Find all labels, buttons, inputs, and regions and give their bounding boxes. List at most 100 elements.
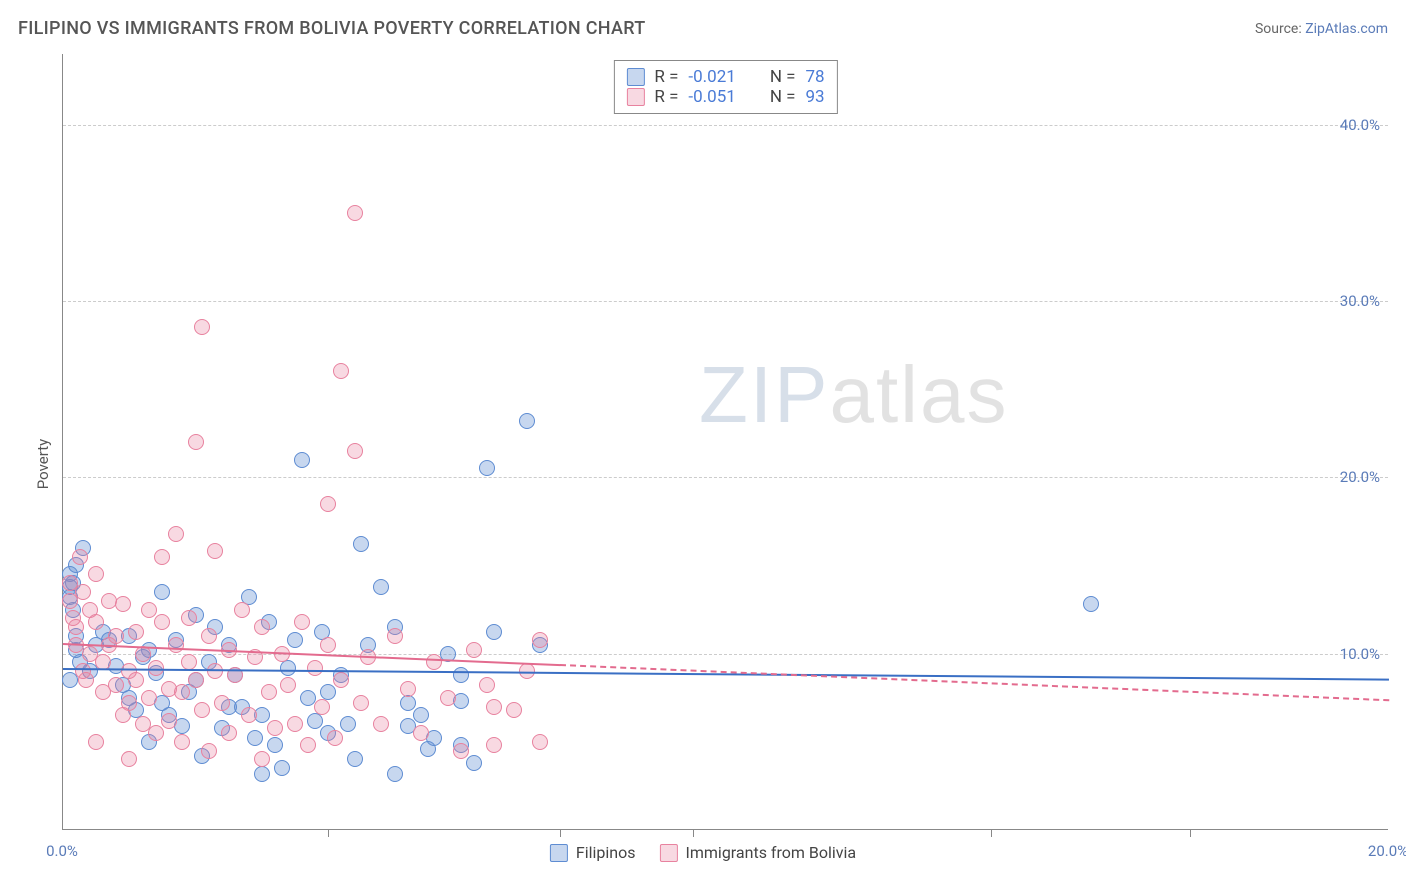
data-point xyxy=(307,713,323,729)
legend-item: Filipinos xyxy=(550,843,636,862)
data-point xyxy=(72,549,88,565)
gridline-h xyxy=(63,125,1388,126)
data-point xyxy=(532,632,548,648)
data-point xyxy=(387,628,403,644)
trend-line xyxy=(63,668,1389,681)
data-point xyxy=(174,734,190,750)
data-point xyxy=(280,677,296,693)
xtick-mark xyxy=(328,829,329,837)
chart-title: FILIPINO VS IMMIGRANTS FROM BOLIVIA POVE… xyxy=(18,18,646,39)
data-point xyxy=(121,695,137,711)
data-point xyxy=(78,672,94,688)
ytick-label: 20.0% xyxy=(1340,468,1380,486)
data-point xyxy=(241,707,257,723)
data-point xyxy=(506,702,522,718)
data-point xyxy=(261,684,277,700)
gridline-h xyxy=(63,477,1388,478)
data-point xyxy=(88,566,104,582)
data-point xyxy=(267,737,283,753)
scatter-plot: ZIPatlas R = -0.021N = 78R = -0.051N = 9… xyxy=(62,54,1388,830)
legend-n-value: 78 xyxy=(806,67,825,87)
data-point xyxy=(420,741,436,757)
data-point xyxy=(347,205,363,221)
data-point xyxy=(194,702,210,718)
data-point xyxy=(221,725,237,741)
data-point xyxy=(148,725,164,741)
ytick-label: 10.0% xyxy=(1340,645,1380,663)
data-point xyxy=(479,677,495,693)
data-point xyxy=(121,751,137,767)
xtick-mark xyxy=(560,829,561,837)
data-point xyxy=(254,619,270,635)
data-point xyxy=(168,526,184,542)
data-point xyxy=(108,677,124,693)
data-point xyxy=(453,667,469,683)
data-point xyxy=(88,734,104,750)
legend-label: Immigrants from Bolivia xyxy=(686,843,857,862)
data-point xyxy=(207,543,223,559)
data-point xyxy=(188,434,204,450)
data-point xyxy=(320,637,336,653)
data-point xyxy=(280,660,296,676)
data-point xyxy=(201,743,217,759)
data-point xyxy=(161,713,177,729)
data-point xyxy=(201,628,217,644)
data-point xyxy=(254,766,270,782)
source: Source: ZipAtlas.com xyxy=(1255,21,1388,37)
data-point xyxy=(141,690,157,706)
data-point xyxy=(294,614,310,630)
yaxis-label: Poverty xyxy=(34,439,52,489)
source-link[interactable]: ZipAtlas.com xyxy=(1305,21,1388,37)
data-point xyxy=(314,699,330,715)
legend-swatch xyxy=(550,844,568,862)
data-point xyxy=(413,707,429,723)
data-point xyxy=(168,637,184,653)
data-point xyxy=(373,579,389,595)
data-point xyxy=(347,443,363,459)
xtick-label: 20.0% xyxy=(1368,842,1406,860)
data-point xyxy=(254,751,270,767)
legend-item: Immigrants from Bolivia xyxy=(660,843,857,862)
data-point xyxy=(373,716,389,732)
data-point xyxy=(532,734,548,750)
data-point xyxy=(115,596,131,612)
xtick-mark xyxy=(1190,829,1191,837)
legend-r-value: -0.021 xyxy=(688,67,735,87)
data-point xyxy=(340,716,356,732)
legend-swatch xyxy=(626,68,644,86)
data-point xyxy=(519,413,535,429)
data-point xyxy=(466,642,482,658)
data-point xyxy=(400,695,416,711)
data-point xyxy=(154,614,170,630)
data-point xyxy=(347,751,363,767)
data-point xyxy=(75,584,91,600)
data-point xyxy=(486,737,502,753)
data-point xyxy=(108,628,124,644)
legend-n-value: 93 xyxy=(806,87,825,107)
data-point xyxy=(466,755,482,771)
legend-swatch xyxy=(626,88,644,106)
xtick-label: 0.0% xyxy=(46,842,78,860)
data-point xyxy=(400,681,416,697)
data-point xyxy=(333,672,349,688)
correlation-legend: R = -0.021N = 78R = -0.051N = 93 xyxy=(613,60,837,114)
data-point xyxy=(128,672,144,688)
data-point xyxy=(300,737,316,753)
data-point xyxy=(274,760,290,776)
data-point xyxy=(453,743,469,759)
data-point xyxy=(194,319,210,335)
data-point xyxy=(353,536,369,552)
watermark: ZIPatlas xyxy=(699,349,1008,441)
legend-swatch xyxy=(660,844,678,862)
data-point xyxy=(294,452,310,468)
series-legend: Filipinos Immigrants from Bolivia xyxy=(550,843,856,862)
trend-line-dashed xyxy=(560,664,1389,701)
data-point xyxy=(320,496,336,512)
xtick-mark xyxy=(991,829,992,837)
data-point xyxy=(479,460,495,476)
data-point xyxy=(174,684,190,700)
data-point xyxy=(154,549,170,565)
data-point xyxy=(333,363,349,379)
legend-label: Filipinos xyxy=(576,843,636,862)
ytick-label: 40.0% xyxy=(1340,116,1380,134)
